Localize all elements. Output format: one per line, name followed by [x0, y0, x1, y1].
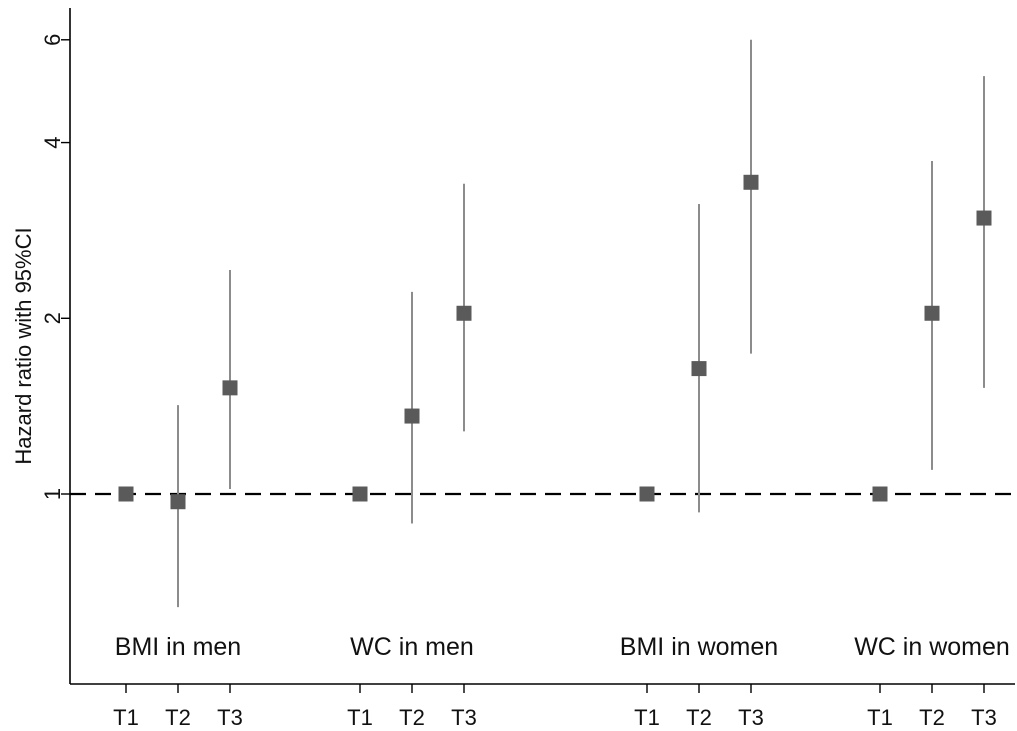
y-ticks: 1 2 4 6	[40, 34, 70, 500]
hr-marker	[352, 486, 368, 502]
group-label: BMI in women	[620, 633, 778, 661]
y-tick-label: 6	[40, 34, 65, 46]
y-tick-label: 1	[40, 488, 65, 500]
hr-marker	[170, 494, 186, 510]
y-axis-label: Hazard ratio with 95%CI	[11, 227, 36, 464]
group-labels: BMI in men WC in men BMI in women WC in wom…	[115, 633, 1010, 661]
y-tick-label: 2	[40, 312, 65, 324]
y-tick-label: 4	[40, 136, 65, 148]
x-tick-label: T3	[217, 705, 243, 730]
hr-marker	[222, 380, 238, 396]
x-tick-label: T2	[686, 705, 712, 730]
hr-marker	[456, 305, 472, 321]
x-tick-label: T1	[867, 705, 893, 730]
x-tick-label: T1	[113, 705, 139, 730]
axes	[69, 8, 1015, 685]
x-ticks: T1 T2 T3 T1 T2 T3 T1 T2 T3 T1 T2 T3	[113, 684, 997, 730]
group-label: WC in women	[854, 633, 1010, 661]
x-tick-label: T2	[165, 705, 191, 730]
x-tick-label: T3	[451, 705, 477, 730]
x-tick-label: T1	[347, 705, 373, 730]
group-label: WC in men	[350, 633, 474, 661]
hr-marker	[743, 174, 759, 190]
x-tick-label: T3	[971, 705, 997, 730]
x-tick-label: T3	[738, 705, 764, 730]
point-estimates	[118, 174, 992, 510]
confidence-intervals	[177, 39, 985, 608]
hr-marker	[639, 486, 655, 502]
hr-marker	[872, 486, 888, 502]
x-tick-label: T1	[634, 705, 660, 730]
hr-marker	[976, 210, 992, 226]
hr-marker	[118, 486, 134, 502]
hr-marker	[404, 408, 420, 424]
x-tick-label: T2	[919, 705, 945, 730]
x-tick-label: T2	[399, 705, 425, 730]
group-label: BMI in men	[115, 633, 241, 661]
hr-marker	[924, 305, 940, 321]
hr-marker	[691, 361, 707, 377]
